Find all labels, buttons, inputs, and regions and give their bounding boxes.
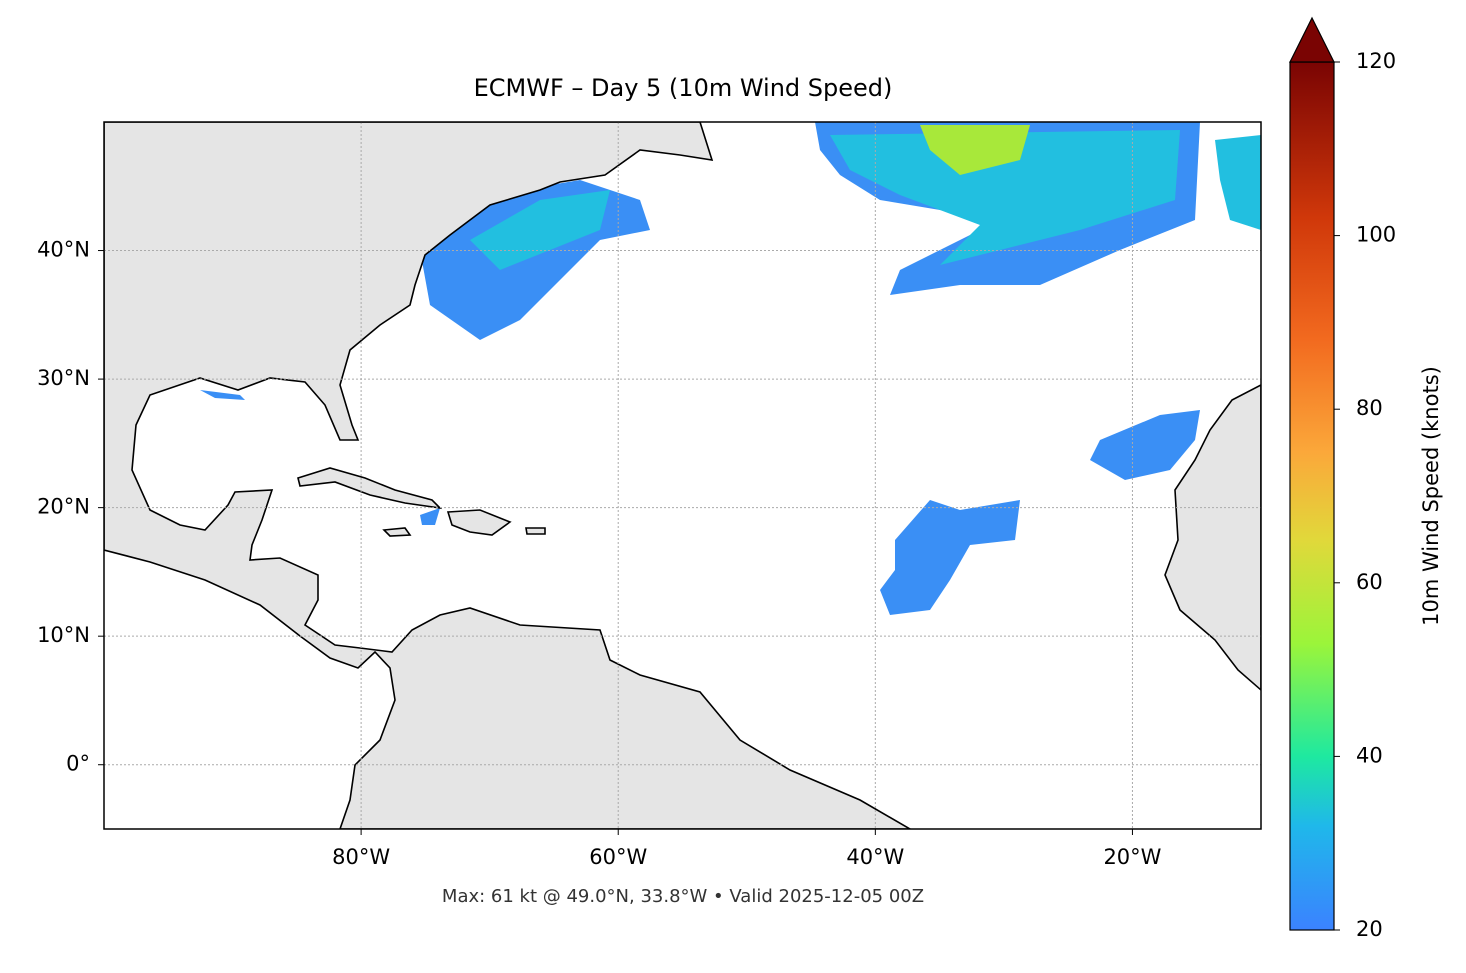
land-jamaica	[382, 527, 412, 537]
colorbar-tick-label: 80	[1356, 396, 1383, 420]
land-puerto-rico	[525, 527, 546, 535]
y-tick-label: 20°N	[37, 495, 90, 519]
wind-field	[200, 122, 1261, 615]
wind-area	[830, 130, 1180, 265]
y-tick-label: 10°N	[37, 623, 90, 647]
x-tick-label: 40°W	[846, 845, 904, 869]
wind-area	[920, 125, 1030, 175]
colorbar-tick-label: 100	[1356, 223, 1396, 247]
colorbar-tick-label: 20	[1356, 917, 1383, 941]
colorbar-extend	[1289, 16, 1335, 63]
colorbar-tick-label: 120	[1356, 49, 1396, 73]
wind-area	[1090, 410, 1200, 480]
colorbar-tick-label: 40	[1356, 743, 1383, 767]
colorbar: 10m Wind Speed (knots)	[1289, 16, 1443, 931]
colorbar-tick-label: 60	[1356, 570, 1383, 594]
wind-area	[470, 190, 610, 270]
colorbar-label: 10m Wind Speed (knots)	[1419, 366, 1443, 626]
map-footer: Max: 61 kt @ 49.0°N, 33.8°W • Valid 2025…	[442, 886, 924, 907]
y-tick-label: 30°N	[37, 366, 90, 390]
wind-area	[200, 390, 245, 400]
x-tick-label: 80°W	[332, 845, 390, 869]
wind-area	[1215, 135, 1261, 230]
wind-area	[880, 500, 1020, 615]
land-hispaniola	[446, 509, 512, 536]
y-tick-label: 40°N	[37, 238, 90, 262]
land-americas	[104, 122, 912, 829]
map-title: ECMWF – Day 5 (10m Wind Speed)	[474, 74, 893, 102]
y-tick-label: 0°	[66, 752, 90, 776]
x-tick-label: 20°W	[1103, 845, 1161, 869]
land	[104, 122, 1261, 829]
colorbar-scale	[1289, 61, 1335, 931]
x-tick-label: 60°W	[589, 845, 647, 869]
map-area	[104, 122, 1261, 829]
wind-area	[420, 508, 440, 525]
map-frame	[103, 121, 1262, 830]
land-africa	[1164, 384, 1261, 692]
graticule	[104, 122, 1261, 829]
